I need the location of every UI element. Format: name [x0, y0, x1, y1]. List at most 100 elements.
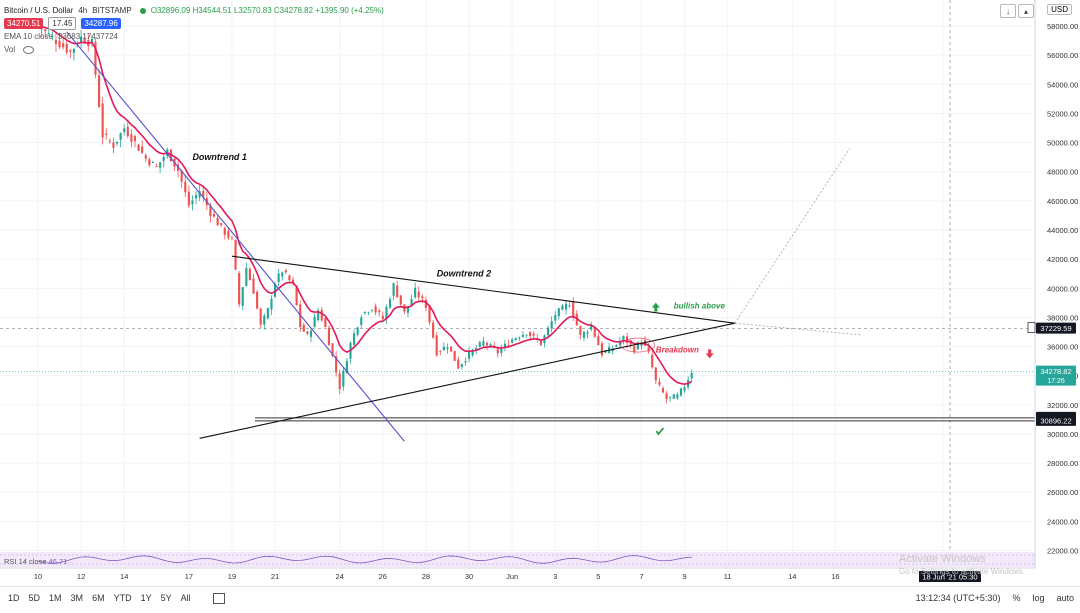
annotation-label: bullish above: [674, 302, 726, 311]
price-label-value: 34278.82: [1040, 367, 1071, 376]
eye-icon[interactable]: [23, 45, 35, 54]
symbol-name[interactable]: Bitcoin / U.S. Dollar: [4, 6, 74, 15]
auto-toggle[interactable]: auto: [1056, 593, 1074, 603]
candle-body: [148, 159, 151, 166]
collapse-icon[interactable]: ▴: [1018, 4, 1034, 18]
checkmark-icon: [655, 427, 665, 436]
timeframe-1y[interactable]: 1Y: [140, 593, 152, 603]
buy-button[interactable]: 34287.96: [81, 18, 121, 29]
price-tick-label: 28000.00: [1047, 459, 1078, 468]
calendar-icon[interactable]: [212, 592, 225, 604]
candle-body: [683, 387, 686, 391]
candle-body: [320, 310, 323, 321]
candle-body: [672, 394, 675, 399]
candle-body: [615, 345, 618, 347]
candle-body: [97, 75, 101, 107]
candle-body: [62, 43, 65, 48]
sell-button[interactable]: 34270.51: [4, 18, 44, 29]
time-tick-label: 16: [831, 572, 839, 581]
trendline-extension[interactable]: [734, 322, 861, 336]
price-tick-label: 32000.00: [1047, 401, 1078, 410]
candle-body: [378, 310, 381, 313]
candle-body: [295, 285, 298, 305]
candle-body: [162, 157, 165, 161]
timeframe-3m[interactable]: 3M: [70, 593, 84, 603]
candle-body: [514, 338, 517, 341]
timeframe-5y[interactable]: 5Y: [160, 593, 172, 603]
candle-body: [471, 349, 474, 356]
trendline-support[interactable]: [199, 322, 735, 439]
price-tick-label: 42000.00: [1047, 255, 1078, 264]
annotation-label: Downtrend 2: [437, 269, 492, 279]
candle-body: [511, 339, 514, 343]
candle-body: [306, 331, 309, 334]
candle-body: [241, 287, 244, 306]
candle-body: [238, 273, 241, 305]
candle-body: [94, 41, 97, 75]
timeframe-1m[interactable]: 1M: [49, 593, 62, 603]
candle-body: [194, 195, 198, 199]
price-label-box: [1036, 414, 1076, 426]
price-tick-label: 58000.00: [1047, 22, 1078, 31]
candle-body: [622, 335, 625, 341]
candle-body: [202, 191, 205, 197]
candle-body: [72, 48, 75, 53]
annotation-label: Downtrend 1: [192, 152, 247, 162]
time-tick-label: Jun: [506, 572, 518, 581]
candle-body: [370, 309, 374, 311]
candle-body: [503, 343, 507, 349]
time-tick-label: 14: [788, 572, 796, 581]
rsi-label: RSI 14 close 46.71: [4, 557, 67, 566]
candle-body: [388, 299, 392, 308]
percent-toggle[interactable]: %: [1012, 593, 1021, 603]
candle-body: [180, 170, 183, 182]
candle-body: [184, 181, 187, 193]
timeframe-1d[interactable]: 1D: [8, 593, 20, 603]
rsi-line: [37, 555, 692, 564]
price-label-box: [1036, 322, 1076, 334]
time-tick-label: 26: [379, 572, 387, 581]
timeframe-6m[interactable]: 6M: [92, 593, 105, 603]
trendline-downtrend-1[interactable]: [66, 31, 405, 442]
candle-body: [44, 29, 47, 31]
candle-body: [130, 134, 133, 142]
grid-layer: [0, 0, 1035, 568]
trendline-projection[interactable]: [734, 148, 851, 324]
time-tick-label: 9: [682, 572, 686, 581]
interval-label[interactable]: 4h: [78, 6, 88, 15]
candle-body: [435, 335, 438, 356]
volume-indicator-label[interactable]: Vol: [4, 45, 16, 54]
candle-body: [392, 283, 395, 296]
candle-body: [216, 217, 219, 226]
trendlines-layer[interactable]: [66, 31, 861, 442]
candle-body: [212, 213, 216, 217]
candle-body: [108, 140, 111, 142]
log-toggle[interactable]: log: [1032, 593, 1045, 603]
candle-body: [406, 306, 410, 313]
chart-legend: Bitcoin / U.S. Dollar 4h BITSTAMP O32896…: [4, 4, 389, 56]
candle-body: [302, 324, 305, 332]
candle-body: [457, 359, 460, 369]
scroll-down-icon[interactable]: ↓: [1000, 4, 1016, 18]
candle-body: [263, 315, 266, 325]
candle-body: [586, 332, 589, 334]
timeframe-ytd[interactable]: YTD: [113, 593, 132, 603]
timeframe-5d[interactable]: 5D: [28, 593, 41, 603]
candle-body: [414, 287, 417, 298]
trendline-downtrend-2[interactable]: [231, 255, 735, 324]
candle-body: [654, 367, 657, 381]
candle-body: [651, 354, 654, 368]
candle-body: [220, 223, 223, 225]
ema-indicator-label[interactable]: EMA 10 close: [4, 32, 53, 41]
timeframe-all[interactable]: All: [180, 593, 191, 603]
candle-body: [259, 308, 262, 325]
candle-body: [281, 272, 284, 277]
clock-display[interactable]: 13:12:34 (UTC+5:30): [915, 593, 1001, 603]
candle-body: [557, 308, 560, 317]
cursor-date-label: 18 Jun '21 05:30: [922, 573, 977, 582]
candle-body: [507, 344, 510, 346]
currency-button[interactable]: USD: [1047, 4, 1072, 15]
breakdown-arrow-down-icon: [705, 349, 714, 359]
